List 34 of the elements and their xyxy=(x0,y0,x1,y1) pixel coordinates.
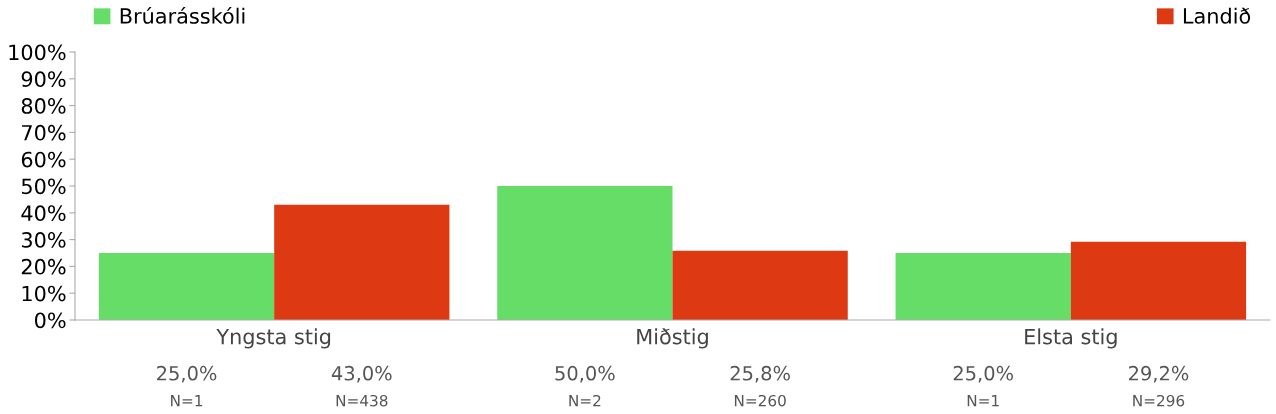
text: N=1 xyxy=(967,395,999,407)
y-tick-label: 30% xyxy=(21,232,66,248)
text: N=296 xyxy=(1133,394,1185,407)
y-tick-label: 20% xyxy=(21,258,66,275)
y-tick-label: 100% xyxy=(9,44,66,61)
legend-label: Landið xyxy=(1183,7,1251,24)
legend-label: Brúarásskóli xyxy=(120,6,245,24)
data-label: 25,8% xyxy=(730,365,790,383)
data-label: 29,2% xyxy=(1129,365,1189,383)
bar xyxy=(1070,241,1247,320)
bar xyxy=(274,204,450,320)
text: N=1 xyxy=(171,395,203,407)
x-tick-label: Yngsta stig xyxy=(216,328,331,349)
y-tick-label: 70% xyxy=(22,124,66,141)
bar xyxy=(98,253,275,320)
text: N=260 xyxy=(734,394,786,407)
bar xyxy=(672,250,848,320)
data-label: 25,0% xyxy=(953,365,1014,383)
y-tick-label: 50% xyxy=(21,178,66,195)
y-tick-label: 90% xyxy=(21,71,66,88)
y-tick-label: 60% xyxy=(21,151,66,168)
y-tick-label: 80% xyxy=(21,98,66,114)
bar xyxy=(895,253,1071,320)
x-tick-label: Miðstig xyxy=(637,328,708,349)
data-label: 43,0% xyxy=(331,365,392,383)
y-tick-label: 0% xyxy=(34,312,66,329)
data-label: 50,0% xyxy=(555,365,615,383)
y-tick-label: 10% xyxy=(22,285,66,302)
x-tick-label: Elsta stig xyxy=(1025,328,1117,349)
bar xyxy=(497,186,673,320)
text: N=438 xyxy=(336,394,388,407)
y-tick-label: 40% xyxy=(21,205,66,222)
text: N=2 xyxy=(569,394,601,407)
data-label: 25,0% xyxy=(157,365,217,383)
